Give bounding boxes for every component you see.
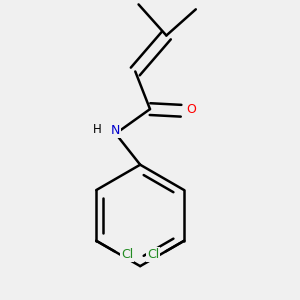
Text: N: N (111, 124, 120, 137)
Text: Cl: Cl (147, 248, 159, 261)
Text: Cl: Cl (121, 248, 133, 261)
Text: H: H (93, 123, 102, 136)
Text: O: O (186, 103, 196, 116)
